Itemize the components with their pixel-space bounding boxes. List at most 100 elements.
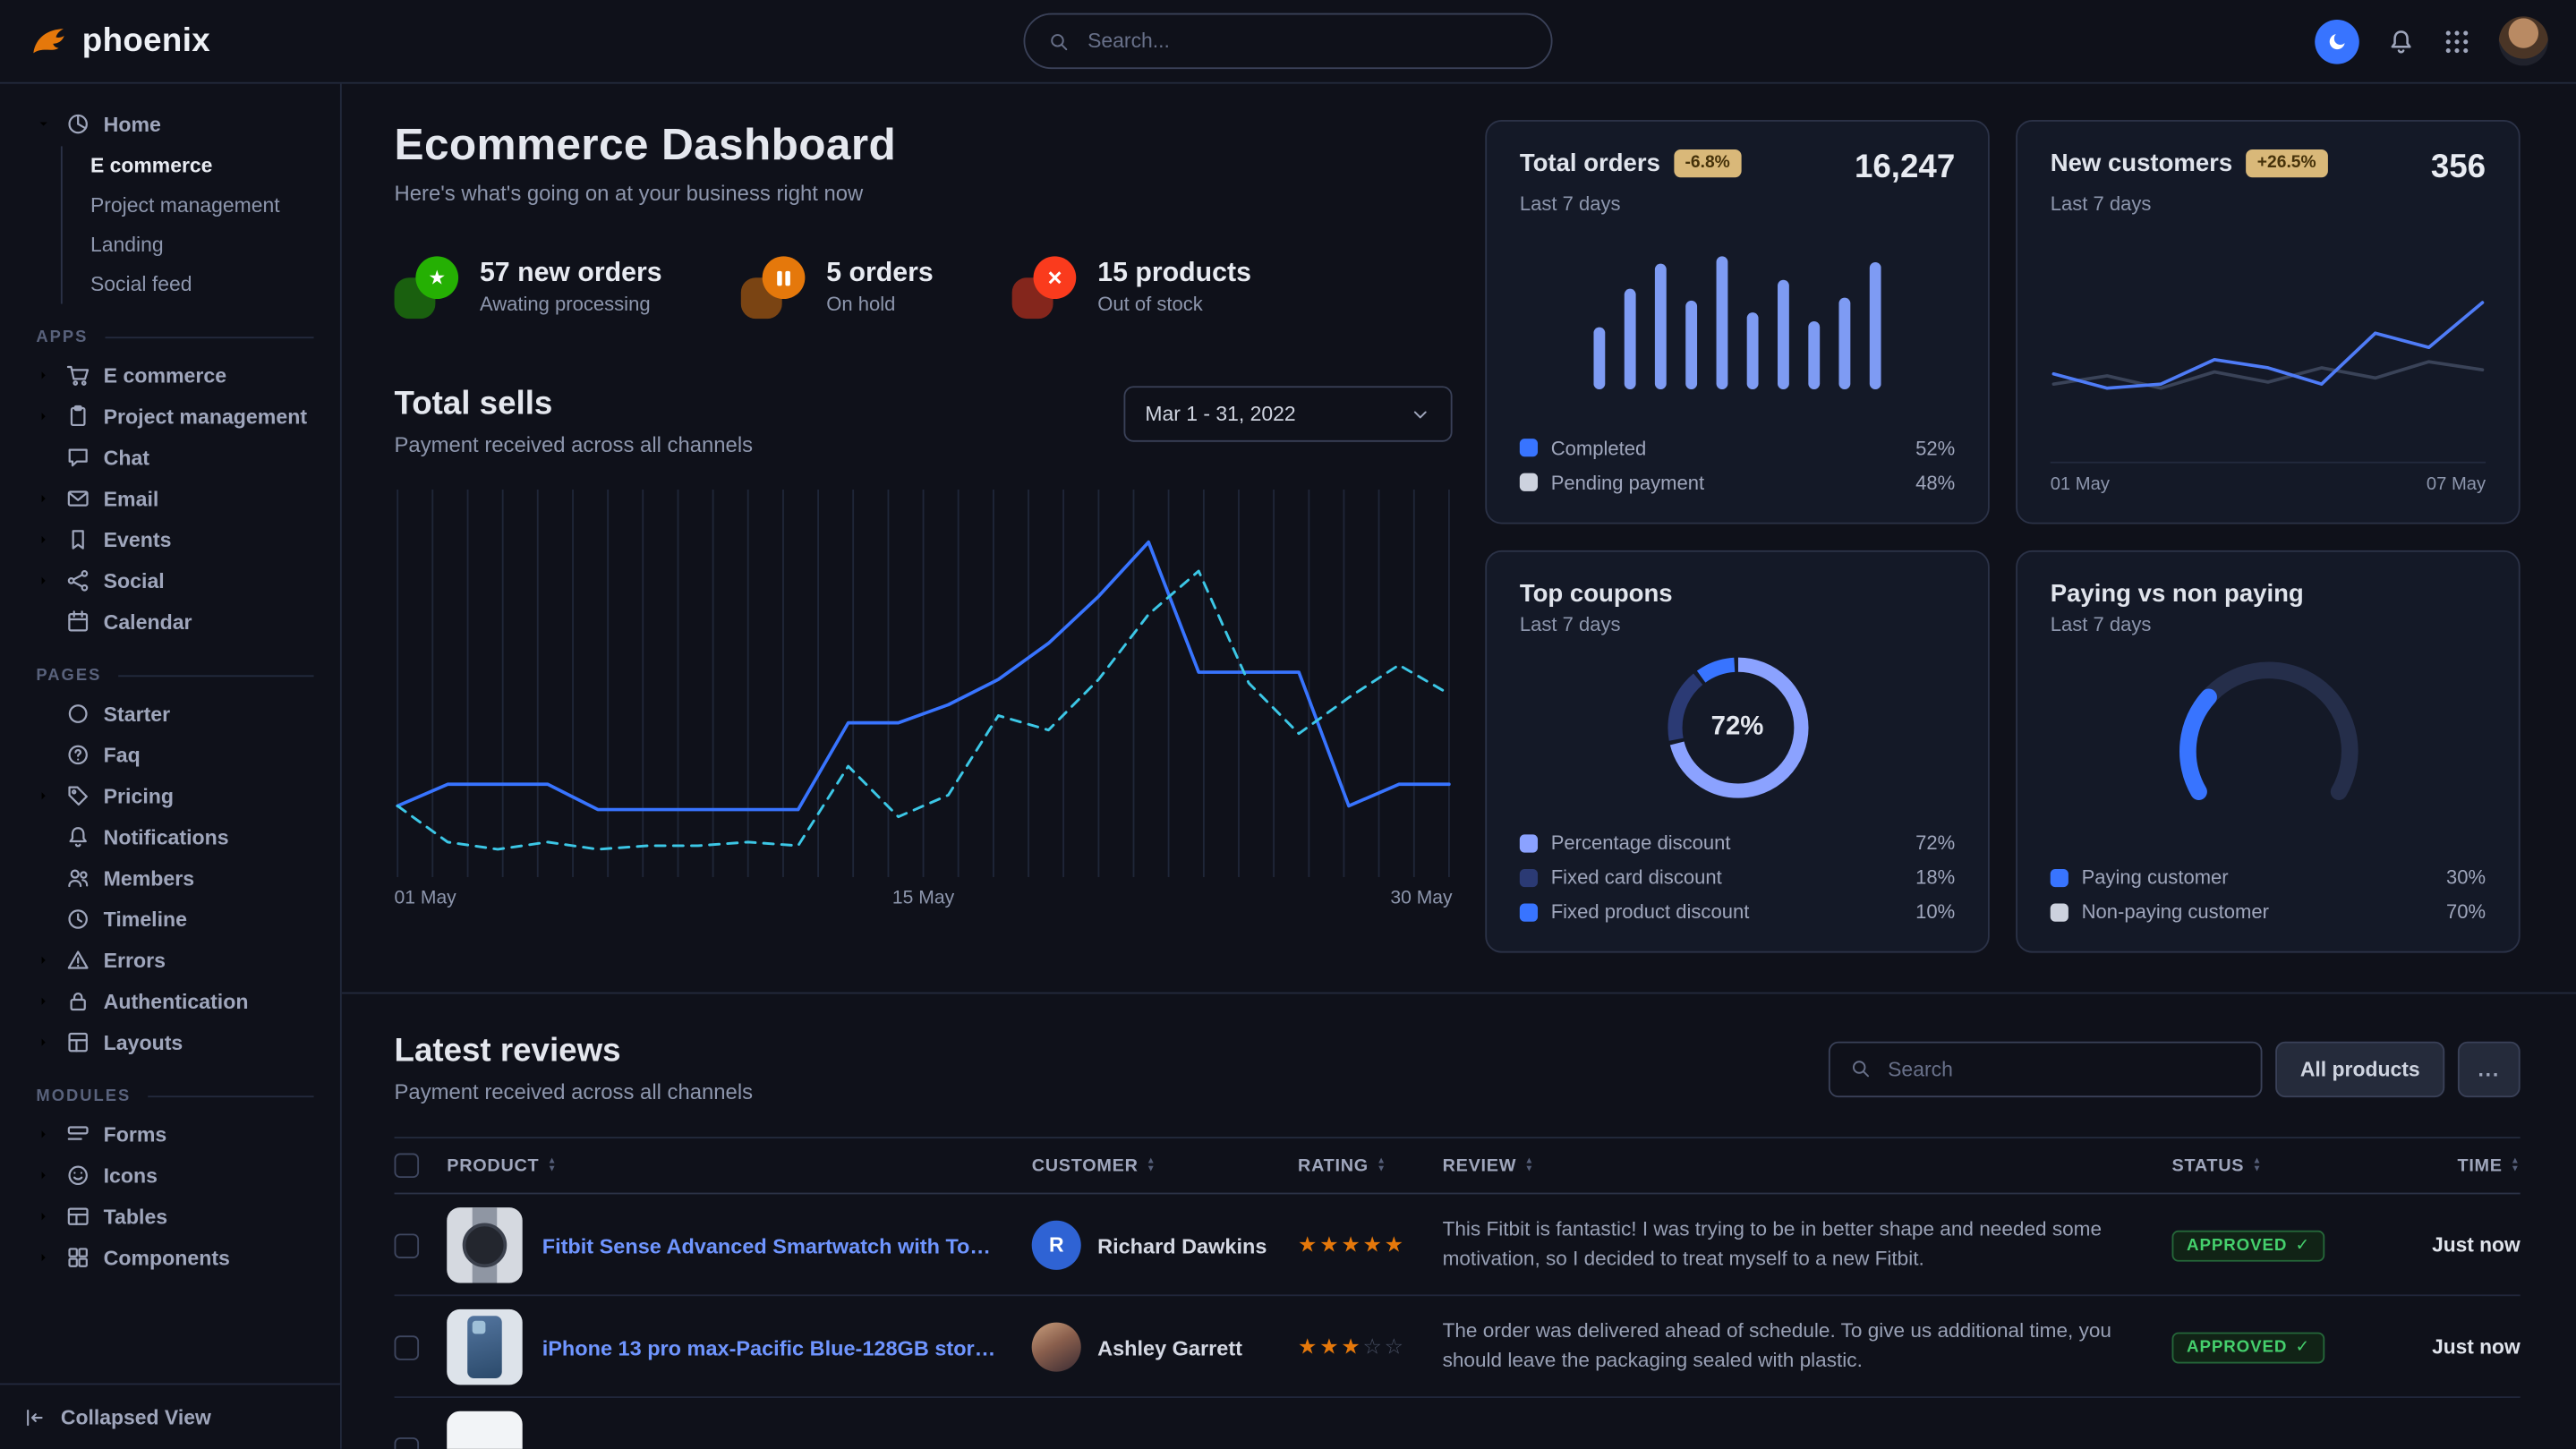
clock-icon xyxy=(65,907,90,932)
search-icon xyxy=(1850,1058,1872,1079)
more-options-button[interactable]: ... xyxy=(2458,1041,2521,1096)
total-sells-subtitle: Payment received across all channels xyxy=(395,432,754,457)
sidebar-nav: HomeE commerceProject managementLandingS… xyxy=(0,84,340,1384)
select-all-checkbox[interactable] xyxy=(395,1154,420,1179)
reviews-subtitle: Payment received across all channels xyxy=(395,1079,754,1104)
row-checkbox[interactable] xyxy=(395,1233,420,1258)
envelope-icon xyxy=(65,486,90,511)
sidebar-item-e-commerce[interactable]: E commerce xyxy=(63,146,328,185)
legend-item-fixed-card-discount: Fixed card discount18% xyxy=(1520,865,1955,889)
column-header-customer[interactable]: CUSTOMER▲▼ xyxy=(1032,1155,1298,1175)
chevron-right-icon xyxy=(36,368,52,383)
question-icon xyxy=(65,743,90,768)
legend-item-non-paying-customer: Non-paying customer70% xyxy=(2051,900,2486,924)
sidebar-item-faq[interactable]: Faq xyxy=(16,734,327,775)
sidebar-item-project-management[interactable]: Project management xyxy=(16,396,327,437)
reviews-search-input[interactable] xyxy=(1884,1055,2240,1081)
column-header-status[interactable]: STATUS▲▼ xyxy=(2172,1155,2386,1175)
sidebar-item-notifications[interactable]: Notifications xyxy=(16,816,327,857)
app-root: phoenix HomeE commerceProject management… xyxy=(0,0,2576,1449)
all-products-button[interactable]: All products xyxy=(2275,1041,2444,1096)
rating-stars: ★★★☆☆ xyxy=(1298,1334,1443,1360)
sort-icon: ▲▼ xyxy=(1524,1158,1534,1173)
date-range-select[interactable]: Mar 1 - 31, 2022 xyxy=(1123,386,1452,441)
stat-value: 15 products xyxy=(1097,257,1251,288)
sidebar-item-home[interactable]: Home xyxy=(16,104,327,145)
stat-value: 57 new orders xyxy=(480,257,662,288)
pie-chart-icon xyxy=(65,112,90,137)
sidebar-item-email[interactable]: Email xyxy=(16,478,327,519)
row-checkbox[interactable] xyxy=(395,1334,420,1360)
reviews-title: Latest reviews xyxy=(395,1034,754,1071)
sidebar-item-pricing[interactable]: Pricing xyxy=(16,775,327,816)
chevron-right-icon xyxy=(36,1209,52,1224)
circle-icon xyxy=(65,702,90,727)
user-avatar[interactable] xyxy=(2499,16,2548,65)
collapse-icon xyxy=(23,1405,47,1428)
sidebar-item-project-management[interactable]: Project management xyxy=(63,185,328,225)
layout-icon xyxy=(65,1030,90,1055)
sidebar-item-landing[interactable]: Landing xyxy=(63,225,328,264)
product-link[interactable]: iPhone 13 pro max-Pacific Blue-128GB sto… xyxy=(542,1334,1032,1360)
customer-cell: Ashley Garrett xyxy=(1032,1323,1298,1372)
review-row: iPhone 13 pro max-Pacific Blue-128GB sto… xyxy=(395,1296,2521,1398)
review-row: Fitbit Sense Advanced Smartwatch with To… xyxy=(395,1194,2521,1296)
new-customers-card: New customers +26.5% 356 Last 7 days 01 … xyxy=(2016,120,2520,524)
top-navbar: phoenix xyxy=(0,0,2576,84)
sidebar-item-tables[interactable]: Tables xyxy=(16,1196,327,1237)
sidebar-item-forms[interactable]: Forms xyxy=(16,1113,327,1155)
card-title: New customers xyxy=(2051,149,2233,177)
column-header-product[interactable]: PRODUCT▲▼ xyxy=(447,1155,1031,1175)
navbar-search[interactable] xyxy=(1024,13,1553,69)
sidebar-item-timeline[interactable]: Timeline xyxy=(16,899,327,940)
app-launcher-icon[interactable] xyxy=(2443,27,2470,55)
review-text: This Fitbit is fantastic! I was trying t… xyxy=(1443,1216,2172,1274)
product-link[interactable]: Fitbit Sense Advanced Smartwatch with To… xyxy=(542,1233,1032,1258)
bell-icon xyxy=(65,824,90,849)
top-coupons-legend: Percentage discount72%Fixed card discoun… xyxy=(1520,831,1955,924)
reviews-search[interactable] xyxy=(1829,1041,2263,1096)
search-icon xyxy=(1048,30,1070,52)
sidebar-item-errors[interactable]: Errors xyxy=(16,940,327,981)
paying-vs-non-paying-card: Paying vs non paying Last 7 days Paying … xyxy=(2016,550,2520,953)
card-period: Last 7 days xyxy=(2051,612,2486,635)
users-icon xyxy=(65,865,90,891)
sidebar-item-events[interactable]: Events xyxy=(16,519,327,560)
moon-icon xyxy=(2325,30,2349,53)
calendar-icon xyxy=(65,609,90,635)
sidebar-item-e-commerce[interactable]: E commerce xyxy=(16,354,327,396)
theme-toggle-button[interactable] xyxy=(2315,19,2359,64)
chevron-right-icon xyxy=(36,491,52,507)
row-checkbox[interactable] xyxy=(395,1436,420,1449)
chevron-right-icon xyxy=(36,993,52,1009)
collapsed-view-button[interactable]: Collapsed View xyxy=(0,1383,340,1448)
brand[interactable]: phoenix xyxy=(28,21,210,62)
sidebar-item-chat[interactable]: Chat xyxy=(16,437,327,478)
sidebar-item-members[interactable]: Members xyxy=(16,857,327,899)
sidebar-item-authentication[interactable]: Authentication xyxy=(16,981,327,1022)
total-orders-chart xyxy=(1593,234,1881,389)
sidebar-item-social-feed[interactable]: Social feed xyxy=(63,265,328,304)
notifications-bell-icon[interactable] xyxy=(2387,27,2415,55)
chat-icon xyxy=(65,445,90,470)
sidebar-item-icons[interactable]: Icons xyxy=(16,1155,327,1196)
collapsed-view-label: Collapsed View xyxy=(61,1405,211,1428)
column-header-time[interactable]: TIME▲▼ xyxy=(2385,1155,2521,1175)
review-text: The order was delivered ahead of schedul… xyxy=(1443,1317,2172,1376)
navbar-search-input[interactable] xyxy=(1084,28,1528,54)
chevron-down-icon xyxy=(36,116,52,132)
sidebar-item-layouts[interactable]: Layouts xyxy=(16,1022,327,1063)
sidebar-item-calendar[interactable]: Calendar xyxy=(16,601,327,643)
phoenix-logo-icon xyxy=(28,21,69,62)
dashboard-hero: Ecommerce Dashboard Here's what's going … xyxy=(342,84,2576,994)
customer-name: Richard Dawkins xyxy=(1097,1233,1267,1258)
table-icon xyxy=(65,1204,90,1229)
column-header-review[interactable]: REVIEW▲▼ xyxy=(1443,1155,2172,1175)
column-header-rating[interactable]: RATING▲▼ xyxy=(1298,1155,1443,1175)
sidebar-item-starter[interactable]: Starter xyxy=(16,694,327,735)
sidebar-item-components[interactable]: Components xyxy=(16,1237,327,1278)
customer-avatar: R xyxy=(1032,1221,1081,1270)
sidebar-item-social[interactable]: Social xyxy=(16,560,327,601)
review-time: Just now xyxy=(2385,1335,2521,1359)
delta-badge: +26.5% xyxy=(2246,149,2328,176)
